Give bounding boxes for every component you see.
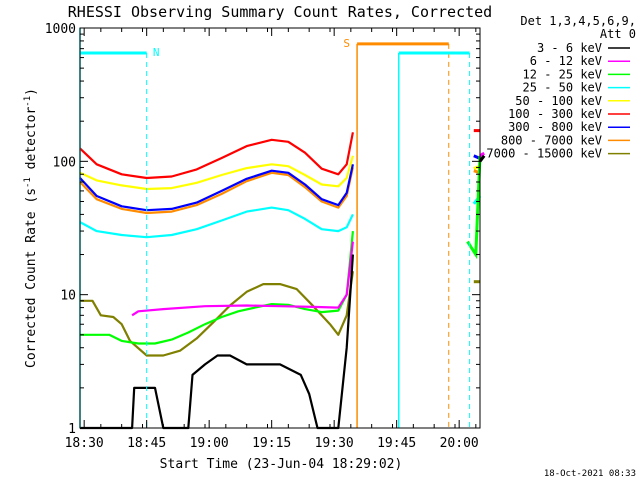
y-tick-label: 1000 [45, 22, 76, 37]
x-tick-label: 19:30 [315, 436, 354, 451]
x-tick-label: 19:15 [252, 436, 291, 451]
series-line-25-50-kev [79, 206, 354, 239]
legend-label: 25 - 50 keV [523, 81, 602, 95]
series-line-7000-15000-kev [80, 271, 354, 357]
series-late-segment-6-12-kev [479, 151, 485, 158]
legend-label: 7000 - 15000 keV [486, 147, 602, 161]
series-line-6-12-kev [131, 241, 354, 317]
y-tick-label: 1 [68, 422, 76, 437]
legend-label: 12 - 25 keV [523, 67, 602, 81]
night-label: N [153, 46, 160, 59]
y-tick-label: 100 [53, 155, 76, 170]
series-line-300-800-kev [79, 164, 354, 212]
saa-label: S [343, 37, 350, 50]
footer-timestamp: 18-Oct-2021 08:33 [544, 469, 636, 479]
legend-label: 3 - 6 keV [537, 41, 602, 55]
x-tick-label: 18:30 [65, 436, 104, 451]
chart-title: RHESSI Observing Summary Count Rates, Co… [68, 3, 492, 21]
series-line-50-100-kev [79, 155, 354, 191]
legend-label: 800 - 7000 keV [501, 133, 602, 147]
series-late-segment-12-25-kev [466, 155, 482, 260]
series-late-segment-3-6-kev [478, 154, 486, 163]
legend-header-2: Att 0 [600, 27, 636, 41]
x-tick-label: 18:45 [127, 436, 166, 451]
y-axis-label: Corrected Count Rate (s-1 detector-1) [23, 88, 39, 368]
legend-header-1: Det 1,3,4,5,6,9, [520, 14, 636, 28]
legend-label: 50 - 100 keV [515, 94, 602, 108]
series-line-100-300-kev [79, 132, 354, 180]
x-axis-label: Start Time (23-Jun-04 18:29:02) [160, 457, 403, 472]
series-line-800-7000-kev [79, 167, 354, 215]
plot-area: N S 18:30 18:45 19:00 19:15 19:30 19:45 20:00 1 1… [45, 22, 486, 451]
legend-label: 100 - 300 keV [508, 107, 602, 121]
series-line-12-25-kev [80, 230, 354, 345]
legend-label: 6 - 12 keV [530, 54, 602, 68]
x-tick-label: 19:00 [190, 436, 229, 451]
x-tick-label: 19:45 [377, 436, 416, 451]
x-tick-label: 20:00 [440, 436, 479, 451]
y-tick-label: 10 [60, 289, 76, 304]
legend-label: 300 - 800 keV [508, 120, 602, 134]
plot-frame [79, 27, 481, 429]
